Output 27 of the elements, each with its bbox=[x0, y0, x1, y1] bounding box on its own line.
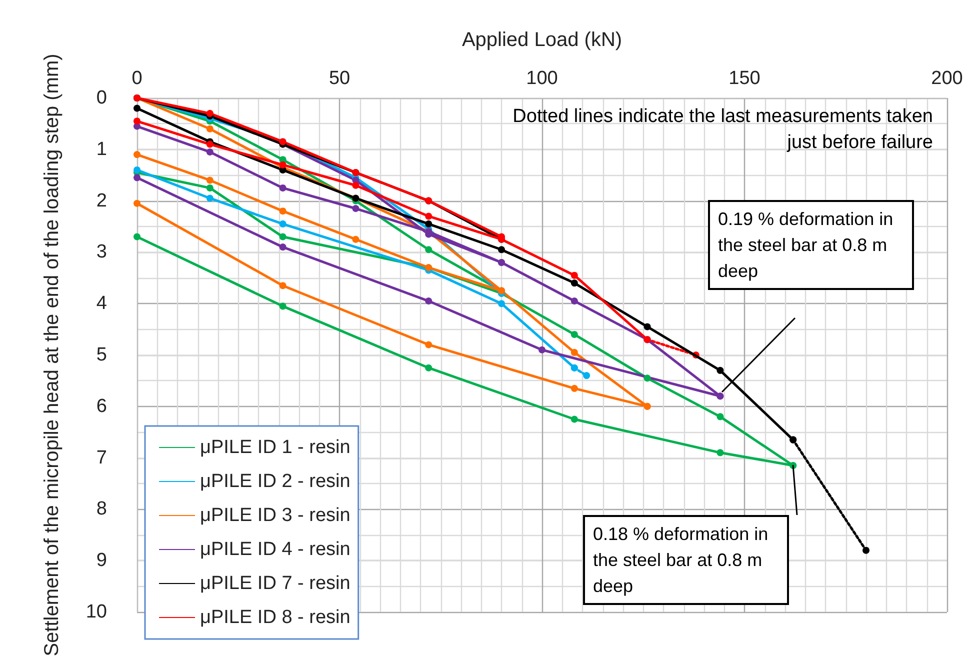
x-axis-title: Applied Load (kN) bbox=[462, 29, 622, 51]
y-tick-label: 9 bbox=[96, 550, 107, 572]
y-tick-label: 8 bbox=[96, 498, 107, 520]
legend-label: μPILE ID 3 - resin bbox=[200, 505, 350, 526]
annotation: 0.19 % deformation in the steel bar at 0.8 m deep bbox=[708, 200, 914, 290]
y-tick-label: 2 bbox=[96, 190, 107, 212]
x-tick-label: 50 bbox=[328, 68, 350, 89]
x-tick-label: 0 bbox=[132, 68, 142, 89]
annotation: 0.18 % deformation in the steel bar at 0.8 m deep bbox=[583, 515, 789, 605]
annotation: Dotted lines indicate the last measurements taken just before failure bbox=[512, 105, 933, 155]
x-tick-label: 200 bbox=[931, 68, 963, 89]
legend-label: μPILE ID 1 - resin bbox=[200, 437, 350, 458]
y-tick-label: 4 bbox=[96, 293, 108, 314]
y-tick-label: 1 bbox=[96, 138, 107, 160]
x-tick-label: 150 bbox=[728, 68, 760, 89]
legend-label: μPILE ID 8 - resin bbox=[200, 607, 350, 628]
y-tick-label: 7 bbox=[96, 447, 107, 468]
y-tick-label: 10 bbox=[86, 602, 107, 622]
legend-label: μPILE ID 2 - resin bbox=[200, 471, 350, 492]
y-axis-title: Settlement of the micropile head at the end of the loading step (mm) bbox=[41, 54, 63, 656]
x-tick-label: 100 bbox=[526, 68, 558, 89]
y-tick-label: 3 bbox=[96, 242, 107, 263]
y-tick-label: 5 bbox=[96, 344, 107, 366]
legend-label: μPILE ID 7 - resin bbox=[200, 573, 350, 594]
y-tick-label: 6 bbox=[96, 396, 107, 417]
legend-label: μPILE ID 4 - resin bbox=[200, 539, 350, 560]
y-tick-label: 0 bbox=[96, 88, 107, 108]
